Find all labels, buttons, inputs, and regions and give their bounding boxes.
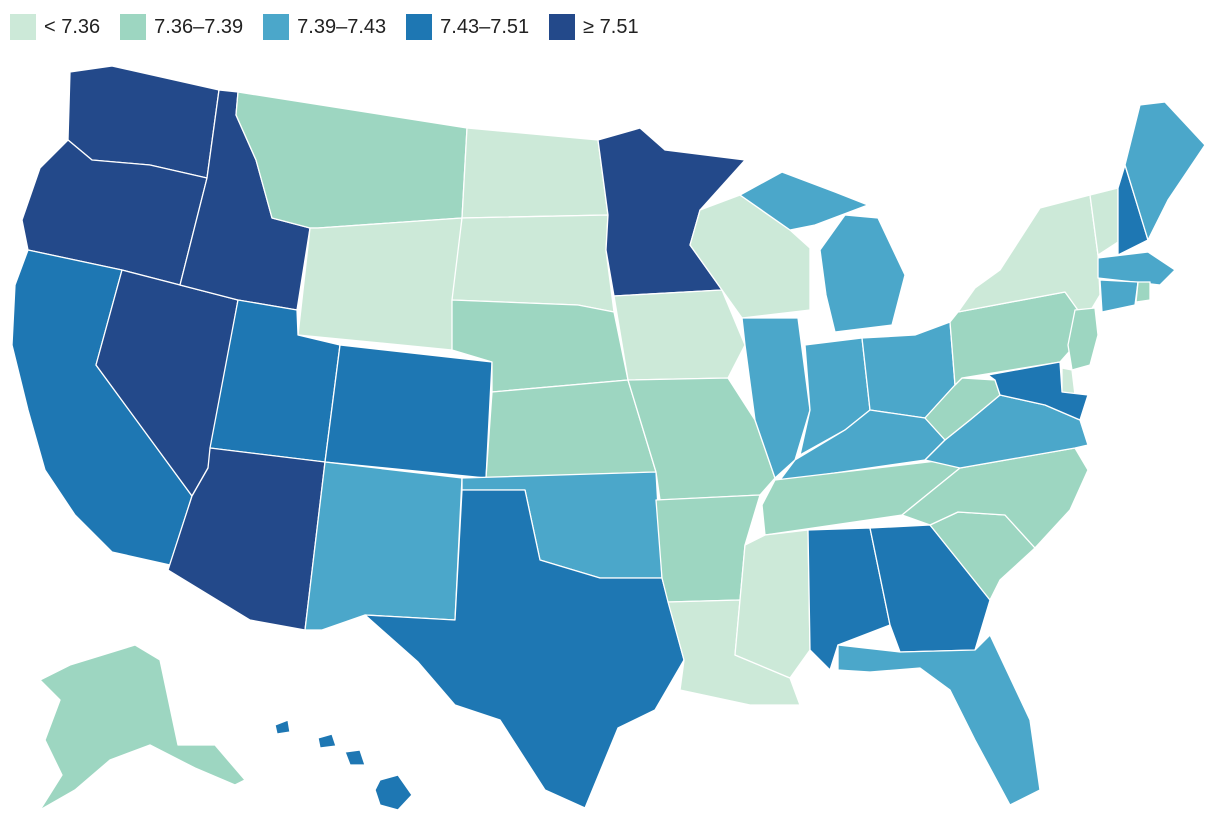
- legend-swatch: [263, 14, 290, 40]
- legend-label: 7.36–7.39: [154, 15, 244, 38]
- state-michigan[interactable]: [739, 171, 906, 333]
- state-montana[interactable]: [235, 91, 468, 229]
- state-mississippi[interactable]: [734, 529, 811, 679]
- state-maryland[interactable]: [987, 361, 1089, 421]
- legend-item: < 7.36: [10, 14, 100, 40]
- state-delaware[interactable]: [1061, 367, 1076, 396]
- legend: < 7.36 7.36–7.39 7.39–7.43 7.43–7.51 ≥ 7…: [10, 14, 659, 40]
- state-texas[interactable]: [364, 489, 685, 809]
- legend-item: 7.43–7.51: [406, 14, 529, 40]
- state-missouri[interactable]: [627, 377, 776, 501]
- state-kansas[interactable]: [485, 379, 657, 479]
- state-massachusetts[interactable]: [1097, 251, 1176, 286]
- state-colorado[interactable]: [324, 344, 493, 479]
- state-florida[interactable]: [837, 634, 1041, 806]
- state-wyoming[interactable]: [297, 217, 463, 351]
- legend-label: < 7.36: [44, 15, 101, 38]
- legend-label: ≥ 7.51: [583, 15, 639, 38]
- state-rhode-island[interactable]: [1135, 281, 1151, 303]
- legend-label: 7.39–7.43: [297, 15, 387, 38]
- legend-item: 7.39–7.43: [263, 14, 386, 40]
- state-maine[interactable]: [1124, 101, 1206, 241]
- state-north-dakota[interactable]: [461, 127, 609, 219]
- legend-swatch: [120, 14, 147, 40]
- state-hawaii[interactable]: [274, 719, 413, 811]
- state-iowa[interactable]: [613, 289, 746, 381]
- state-south-dakota[interactable]: [451, 214, 615, 313]
- state-new-mexico[interactable]: [304, 461, 463, 631]
- legend-item: 7.36–7.39: [120, 14, 243, 40]
- legend-item: ≥ 7.51: [549, 14, 639, 40]
- legend-swatch: [10, 14, 36, 40]
- legend-label: 7.43–7.51: [440, 15, 530, 38]
- state-wisconsin[interactable]: [689, 194, 811, 319]
- state-connecticut[interactable]: [1099, 279, 1139, 313]
- state-alaska[interactable]: [39, 644, 246, 811]
- legend-swatch: [406, 14, 433, 40]
- state-new-jersey[interactable]: [1067, 307, 1099, 371]
- legend-swatch: [549, 14, 576, 40]
- state-illinois[interactable]: [741, 317, 811, 479]
